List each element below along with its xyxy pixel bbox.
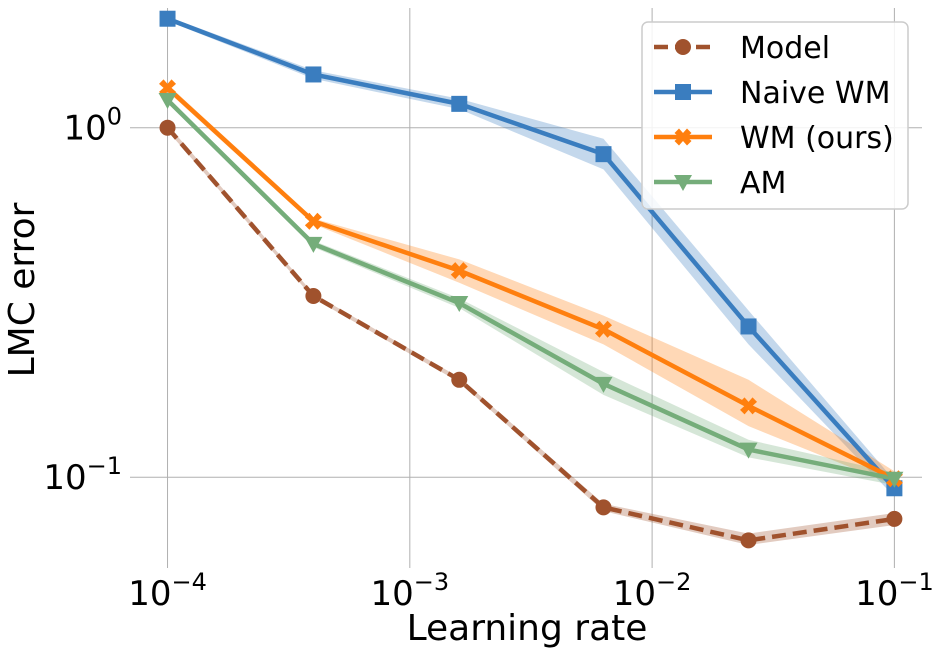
point-naive-wm [451,95,468,112]
point-wm-ours [304,212,322,230]
point-wm-ours [450,262,468,280]
x-tick-label: 10−4 [128,568,207,614]
x-tick-label: 10−2 [613,568,692,614]
point-am [885,471,904,488]
point-am [739,442,758,459]
line-am [165,98,895,481]
point-wm-ours [594,320,612,338]
point-model [740,532,757,549]
legend-label-naive-wm: Naive WM [740,76,890,111]
point-model [305,287,322,304]
point-model [595,499,612,516]
point-wm-ours [740,397,758,415]
legend-marker-wm-ours [674,128,692,146]
y-axis-label: LMC error [2,202,43,377]
legend-marker-am [674,175,692,191]
y-tick-label: 10−1 [43,452,122,498]
legend-label-am: AM [740,166,786,201]
point-am [594,376,613,393]
legend-label-wm-ours: WM (ours) [740,121,894,156]
legend-marker-naive-wm [675,84,691,100]
line-wm-ours- [166,86,896,481]
tick-labels: 10−4 10−3 10−2 10−1 100 10−1 [43,103,933,614]
point-naive-wm [595,146,612,163]
y-tick-label: 100 [63,103,122,149]
x-axis-label: Learning rate [407,608,648,649]
x-tick-label: 10−1 [855,568,934,614]
point-wm-ours [159,79,177,97]
point-naive-wm [305,66,322,83]
point-model [159,119,176,136]
point-am [158,93,177,110]
point-naive-wm [740,318,757,335]
legend-marker-model [675,39,691,55]
series-markers [158,10,904,549]
point-model [886,510,903,527]
line-naive-wm [166,16,897,490]
series-lines [165,16,897,543]
legend-box [641,21,909,210]
point-model [451,371,468,388]
legend-label-model: Model [740,31,830,66]
line-model [165,126,895,543]
legend: Model Naive WM WM (ours) AM [641,21,909,210]
point-naive-wm [159,10,176,27]
point-am [450,296,469,313]
x-tick-label: 10−3 [370,568,449,614]
point-am [304,236,323,253]
